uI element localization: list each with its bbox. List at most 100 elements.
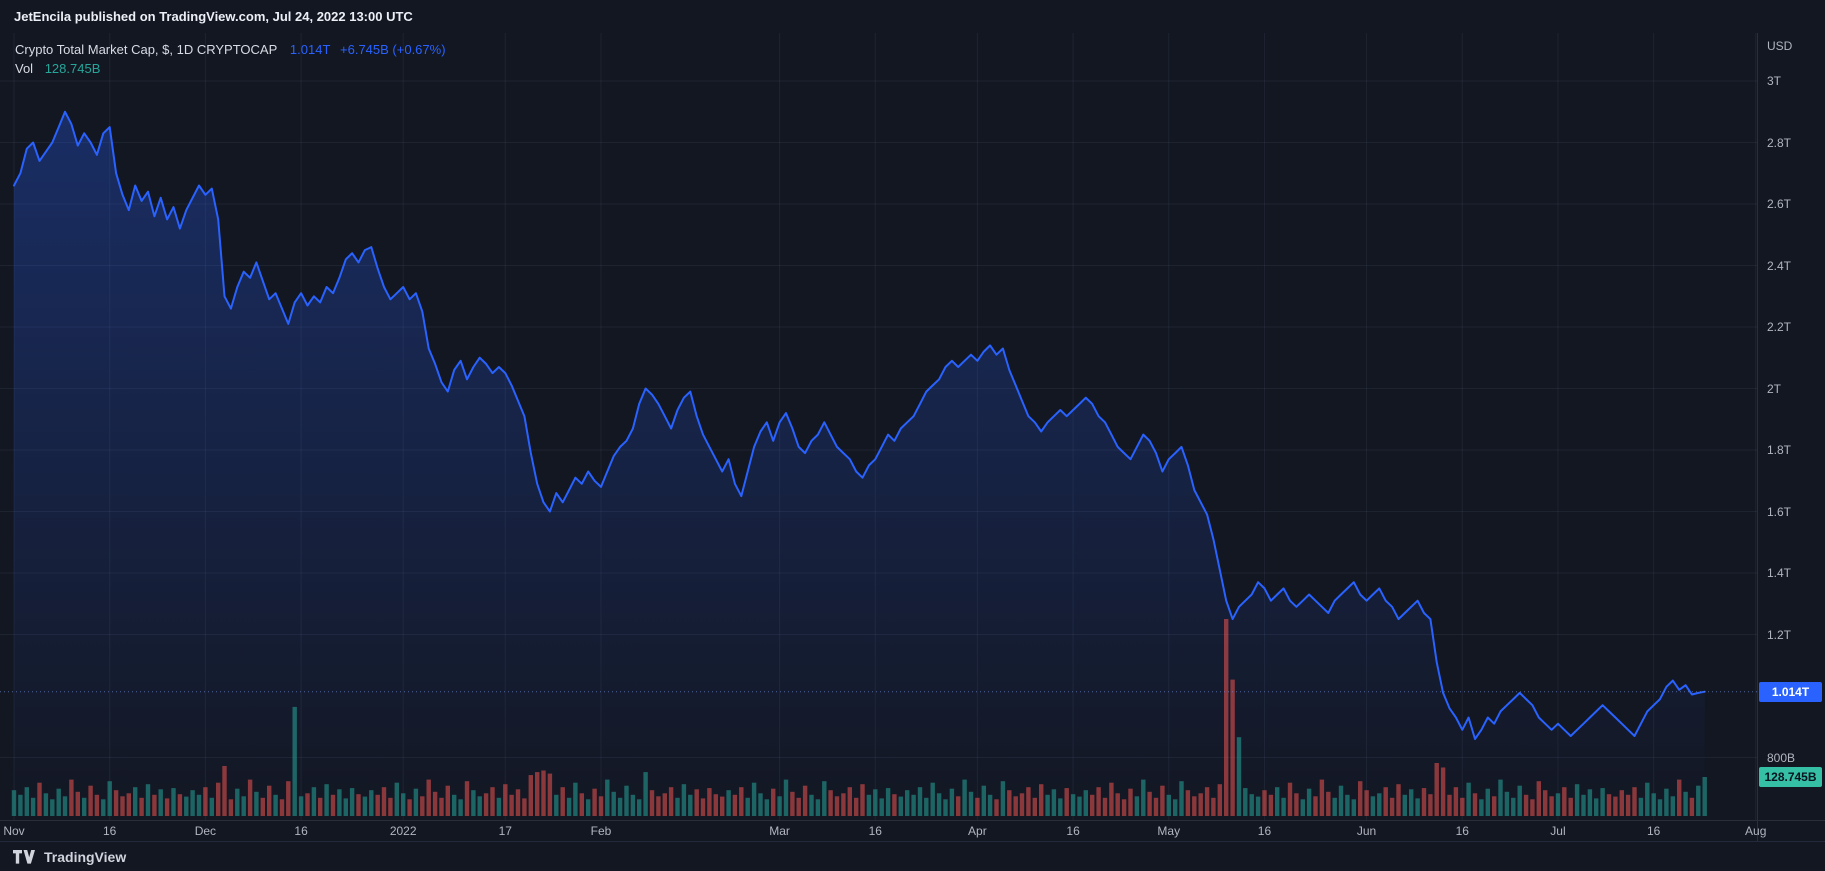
published-note: JetEncila published on TradingView.com, …	[14, 9, 413, 24]
volume-bar	[1262, 790, 1267, 816]
volume-bar	[809, 794, 814, 816]
volume-bar	[1090, 794, 1095, 816]
volume-bar	[936, 793, 942, 816]
price-axis-label: 2.8T	[1767, 135, 1792, 150]
volume-bar	[1287, 782, 1293, 816]
volume-bar	[528, 775, 533, 816]
volume-bar	[573, 782, 578, 816]
volume-bar	[1058, 798, 1063, 816]
time-axis-label: Aug	[1745, 824, 1767, 838]
volume-bar	[94, 794, 100, 816]
volume-bar	[349, 788, 355, 816]
volume-bar	[860, 784, 865, 816]
volume-bar	[987, 794, 993, 816]
chart-canvas[interactable]	[0, 33, 1825, 841]
volume-bar	[75, 791, 80, 816]
volume-bar	[1064, 788, 1069, 816]
volume-bar	[37, 782, 42, 816]
volume-bar	[790, 791, 795, 816]
time-axis-label: Jun	[1356, 824, 1377, 838]
time-axis-label: Nov	[3, 824, 25, 838]
volume-bar	[822, 781, 827, 816]
volume-bar	[203, 787, 208, 816]
volume-bar	[1689, 797, 1695, 816]
volume-bar	[1415, 798, 1420, 816]
volume-bar	[656, 796, 661, 816]
volume-bar	[413, 788, 419, 816]
volume-bar	[771, 788, 776, 816]
volume-bar	[1185, 790, 1191, 816]
volume-bar	[420, 796, 425, 816]
volume-bar	[1492, 796, 1497, 816]
volume-bar	[1051, 789, 1057, 816]
volume-bar	[1249, 794, 1254, 816]
time-axis-label: 17	[498, 824, 512, 838]
price-axis[interactable]: USD 1.014T 128.745B 3T 2.8T 2.6T 2.4T 2.2T 2T…	[1757, 33, 1825, 841]
volume-bar	[1338, 785, 1344, 816]
volume-bar	[1224, 619, 1229, 816]
volume-bar	[247, 779, 253, 816]
symbol-title[interactable]: Crypto Total Market Cap, $, 1D CRYPTOCAP	[15, 42, 278, 57]
volume-bar	[1485, 788, 1490, 816]
volume-bar	[503, 784, 508, 816]
volume-bar	[802, 785, 808, 816]
volume-bar	[381, 787, 387, 816]
volume-bar	[101, 799, 106, 816]
volume-bar	[637, 799, 642, 816]
volume-bar	[630, 794, 636, 816]
volume-bar	[145, 784, 151, 816]
volume-bar	[866, 794, 872, 816]
volume-bar	[1645, 782, 1650, 816]
volume-bar	[1389, 797, 1395, 816]
volume-bar	[745, 797, 750, 816]
volume-bar	[1032, 797, 1037, 816]
time-axis-label: 16	[1066, 824, 1080, 838]
volume-bar	[1574, 784, 1580, 816]
volume-bar	[1677, 779, 1682, 816]
volume-bar	[490, 787, 495, 816]
volume-bar	[1581, 794, 1586, 816]
volume-bar	[1511, 797, 1516, 816]
volume-bar	[1409, 789, 1414, 816]
volume-bar	[515, 789, 521, 816]
volume-bar	[1255, 796, 1261, 816]
volume-bar	[305, 793, 310, 816]
volume-bar	[1351, 799, 1356, 816]
volume-bar	[917, 787, 923, 816]
time-axis-label: 16	[1646, 824, 1661, 838]
volume-bar	[209, 797, 214, 816]
tradingview-brand[interactable]: TradingView	[44, 848, 127, 865]
price-axis-label: 1.4T	[1767, 566, 1792, 580]
price-axis-label: 800B	[1767, 750, 1796, 765]
volume-bar	[426, 779, 431, 816]
legend-row-volume: Vol 128.745B	[15, 59, 446, 78]
volume-bar	[943, 799, 948, 816]
volume-bar	[649, 790, 655, 816]
volume-bar	[1651, 793, 1656, 816]
chart-region[interactable]: Crypto Total Market Cap, $, 1D CRYPTOCAP…	[0, 33, 1825, 841]
volume-bar	[1434, 763, 1439, 816]
volume-bar	[477, 796, 482, 816]
volume-bar	[847, 787, 852, 816]
volume-bar	[956, 796, 961, 816]
volume-bar	[1370, 796, 1376, 816]
volume-bar	[1013, 796, 1018, 816]
volume-bar	[362, 796, 368, 816]
volume-bar	[1026, 787, 1031, 816]
volume-bar	[732, 794, 738, 816]
volume-bar	[254, 791, 259, 816]
volume-bar	[452, 794, 457, 816]
time-axis[interactable]: Nov 16 Dec 16 2022 17 Feb Mar 16 Apr 16 May 16 Jun 16 J…	[0, 820, 1825, 841]
volume-bar	[1275, 787, 1280, 816]
volume-bar	[1345, 794, 1350, 816]
legend-row-symbol: Crypto Total Market Cap, $, 1D CRYPTOCAP…	[15, 40, 446, 59]
volume-bar	[196, 794, 202, 816]
volume-bar	[783, 779, 789, 816]
volume-bar	[1396, 784, 1401, 816]
volume-bar	[522, 798, 527, 816]
volume-bar	[133, 787, 138, 816]
volume-bar	[1664, 788, 1669, 816]
volume-bar	[1696, 785, 1701, 816]
volume-bar	[1198, 793, 1203, 816]
time-axis-label: 16	[1257, 824, 1272, 838]
